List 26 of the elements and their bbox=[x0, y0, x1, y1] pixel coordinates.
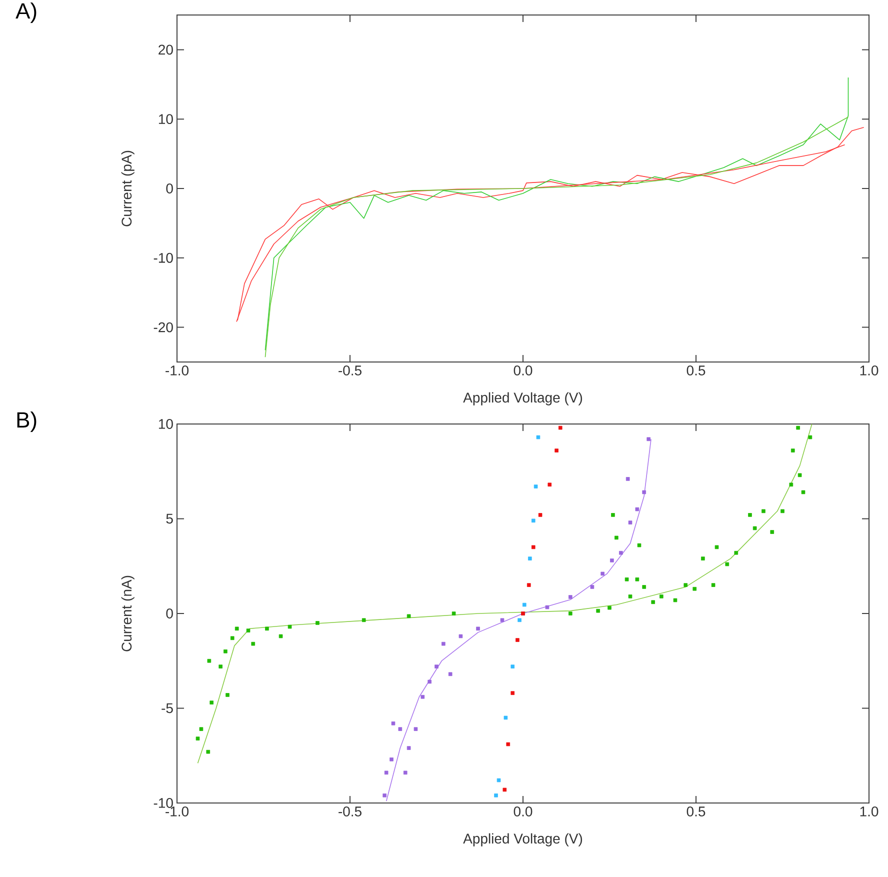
y-tick-label: 0 bbox=[166, 608, 173, 618]
x-tick-label: 0.5 bbox=[686, 806, 706, 816]
x-axis-title: Applied Voltage (V) bbox=[463, 833, 582, 846]
x-tick-label: 1.0 bbox=[860, 366, 878, 376]
chart-title: B) bbox=[17, 412, 36, 432]
y-tick-label: -5 bbox=[162, 703, 173, 714]
x-tick-label: 1.0 bbox=[860, 806, 878, 816]
x-axis-title: Applied Voltage (V) bbox=[463, 392, 582, 406]
y-tick-label: -20 bbox=[154, 322, 173, 332]
y-axis-title: Current (pA) bbox=[121, 150, 134, 226]
x-tick-label: -0.5 bbox=[338, 366, 362, 376]
y-tick-label: -10 bbox=[154, 252, 173, 263]
x-tick-label: -1.0 bbox=[166, 366, 189, 376]
y-tick-label: 10 bbox=[158, 114, 173, 124]
y-tick-label: 10 bbox=[158, 419, 173, 429]
x-tick-label: 0.0 bbox=[514, 806, 532, 816]
chart-title: A) bbox=[16, 2, 36, 24]
y-tick-label: 0 bbox=[166, 184, 173, 194]
y-tick-label: 5 bbox=[166, 514, 173, 524]
x-tick-label: 0.5 bbox=[686, 366, 706, 376]
x-tick-label: -0.5 bbox=[338, 806, 362, 816]
x-tick-label: 0.0 bbox=[514, 366, 532, 376]
y-tick-label: -10 bbox=[154, 798, 173, 808]
y-tick-label: 20 bbox=[158, 44, 173, 55]
x-tick-label: -1.0 bbox=[166, 806, 189, 816]
y-axis-title: Current (nA) bbox=[121, 576, 134, 652]
